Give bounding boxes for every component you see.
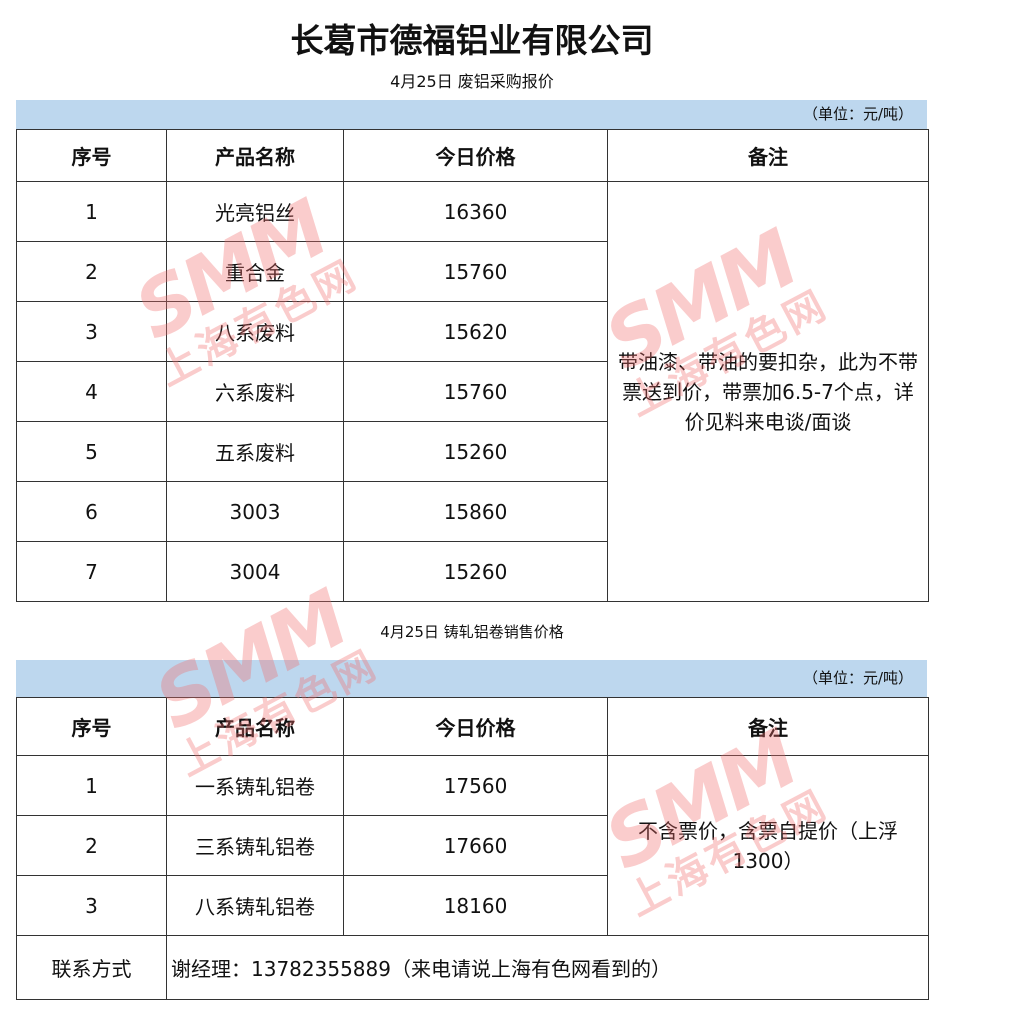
column-header: 备注 (607, 697, 929, 756)
product-name: 五系废料 (166, 421, 344, 482)
product-name: 光亮铝丝 (166, 181, 344, 242)
product-name: 八系废料 (166, 301, 344, 362)
price: 15260 (343, 541, 608, 602)
row-number: 2 (16, 815, 167, 876)
row-number: 1 (16, 181, 167, 242)
column-header: 产品名称 (166, 129, 344, 182)
table2-subtitle: 4月25日 铸轧铝卷销售价格 (380, 623, 564, 641)
column-header: 今日价格 (343, 697, 608, 756)
price: 15860 (343, 481, 608, 542)
row-number: 6 (16, 481, 167, 542)
row-number: 1 (16, 755, 167, 816)
price: 15260 (343, 421, 608, 482)
row-number: 7 (16, 541, 167, 602)
column-header: 备注 (607, 129, 929, 182)
column-header: 产品名称 (166, 697, 344, 756)
product-name: 3004 (166, 541, 344, 602)
price: 16360 (343, 181, 608, 242)
price: 15760 (343, 361, 608, 422)
column-header: 今日价格 (343, 129, 608, 182)
row-number: 5 (16, 421, 167, 482)
price: 18160 (343, 875, 608, 936)
column-header: 序号 (16, 697, 167, 756)
product-name: 八系铸轧铝卷 (166, 875, 344, 936)
table1-unit: （单位：元/吨） (16, 100, 927, 129)
table2-unit: （单位：元/吨） (16, 660, 927, 697)
contact-label: 联系方式 (16, 935, 167, 1000)
product-name: 六系废料 (166, 361, 344, 422)
column-header: 序号 (16, 129, 167, 182)
row-number: 2 (16, 241, 167, 302)
remarks-cell: 带油漆、带油的要扣杂，此为不带票送到价，带票加6.5-7个点，详价见料来电谈/面… (607, 181, 929, 602)
product-name: 重合金 (166, 241, 344, 302)
price: 17660 (343, 815, 608, 876)
remarks-cell: 不含票价，含票自提价（上浮1300） (607, 755, 929, 936)
product-name: 三系铸轧铝卷 (166, 815, 344, 876)
row-number: 3 (16, 875, 167, 936)
price: 17560 (343, 755, 608, 816)
product-name: 一系铸轧铝卷 (166, 755, 344, 816)
table1-subtitle: 4月25日 废铝采购报价 (390, 72, 554, 91)
contact-info: 谢经理：13782355889（来电请说上海有色网看到的） (166, 935, 929, 1000)
price: 15620 (343, 301, 608, 362)
product-name: 3003 (166, 481, 344, 542)
row-number: 4 (16, 361, 167, 422)
price: 15760 (343, 241, 608, 302)
row-number: 3 (16, 301, 167, 362)
company-title: 长葛市德福铝业有限公司 (290, 21, 654, 60)
